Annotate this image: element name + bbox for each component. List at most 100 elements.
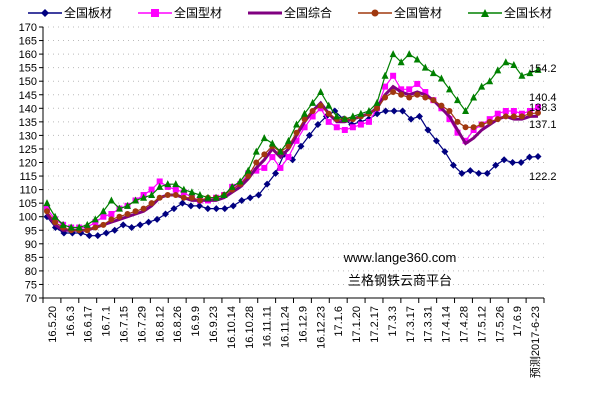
data-point [407,115,415,123]
data-point [446,108,453,115]
data-point [91,215,99,223]
x-tick-label: 预测2017-6-23 [529,306,542,378]
data-point [526,110,533,117]
data-point [382,83,389,90]
y-tick-label: 165 [19,36,37,48]
legend-label: 全国管材 [394,6,443,20]
data-point [349,112,357,120]
data-point [373,98,381,106]
data-point [374,105,381,112]
x-tick-label: 17.5.12 [476,306,488,343]
data-point [357,109,365,117]
data-point [389,50,397,58]
y-tick-label: 170 [19,22,37,34]
data-point [422,89,429,96]
data-point [252,147,260,155]
data-point [438,102,445,109]
x-tick-label: 16.12.23 [315,306,327,349]
data-point [140,205,147,212]
data-point [381,71,389,79]
data-point [429,69,437,77]
data-point [486,118,493,125]
data-point [314,121,322,129]
data-point [526,69,534,77]
y-tick-label: 85 [25,252,37,264]
data-point [421,63,429,71]
y-tick-label: 140 [19,103,37,115]
data-point [445,85,453,93]
data-point [305,131,313,139]
data-point [454,96,462,104]
data-point [301,116,308,123]
data-point [341,115,349,123]
data-point [297,142,305,150]
data-point [284,136,292,144]
data-point [52,219,59,226]
x-tick-label: 16.7.15 [119,306,131,343]
data-point [406,94,413,101]
data-point [188,194,195,201]
data-point [454,118,461,125]
data-point [253,159,260,166]
end-value-label: 122.2 [529,171,557,183]
data-point [309,113,316,120]
data-point [220,191,228,199]
x-tick-label: 16.6.3 [65,306,77,337]
data-point [244,166,252,174]
data-point [100,213,107,220]
data-point [260,134,268,142]
data-point [510,60,518,68]
data-point [331,107,339,115]
data-point [132,208,139,215]
y-tick-label: 75 [25,279,37,291]
data-point [44,208,50,215]
data-point [365,107,373,115]
data-point [172,192,179,199]
data-point [170,205,178,213]
data-point [148,200,155,207]
legend-label: 全国型材 [174,6,223,20]
data-point [309,108,316,115]
data-point [341,126,348,133]
x-tick-label: 16.11.11 [262,306,274,347]
data-point [156,178,163,185]
data-point [277,164,284,171]
data-point [301,109,309,117]
data-point [51,212,59,220]
data-point [119,221,127,229]
x-tick-label: 16.10.28 [244,306,256,349]
data-point [293,137,300,144]
y-tick-label: 145 [19,90,37,102]
data-point [172,186,179,193]
end-value-label: 140.4 [529,92,557,104]
data-point [500,156,508,164]
data-point [84,227,91,234]
data-point [100,221,107,228]
data-point [180,185,188,193]
data-point [301,124,308,131]
data-point [414,91,421,98]
data-point [502,58,510,66]
data-point [406,86,413,93]
end-value-label: 154.2 [529,63,557,75]
y-tick-label: 70 [25,293,37,305]
series-0 [43,107,542,240]
data-point [470,124,477,131]
data-point [325,118,332,125]
data-point [357,121,364,128]
x-tick-label: 17.3.31 [423,306,435,343]
x-tick-label: 17.1.20 [351,306,363,343]
x-tick-label: 17.5.26 [494,306,506,343]
data-point [502,113,509,120]
y-tick-label: 155 [19,63,37,75]
data-point [108,216,115,223]
data-point [276,147,284,155]
data-point [317,88,325,96]
data-point [115,204,123,212]
x-tick-label: 17.3.3 [387,306,399,337]
data-point [397,58,405,66]
data-point [59,220,67,228]
data-point [478,121,485,128]
data-point [228,182,236,190]
legend-item-composite: 全国综合 [248,4,358,21]
